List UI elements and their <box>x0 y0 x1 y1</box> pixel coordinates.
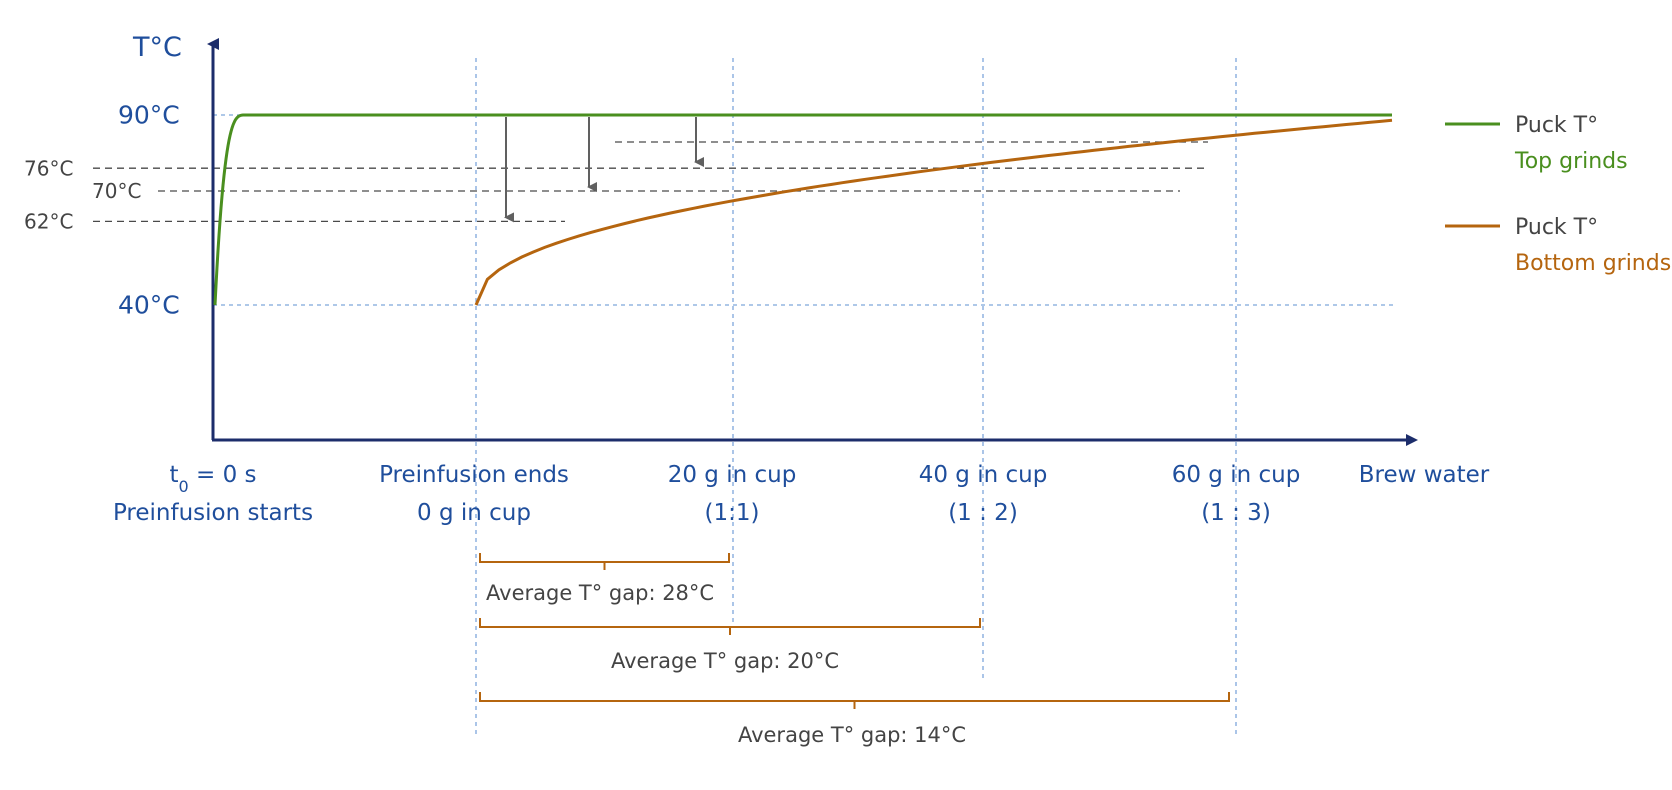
gap-bracket-2 <box>479 692 1230 709</box>
legend-name-0: Puck T° <box>1515 113 1598 138</box>
y-axis-title: T°C <box>132 32 182 63</box>
x-tick-line1-4: 60 g in cup <box>1172 462 1301 488</box>
gap-bracket-0 <box>479 553 730 570</box>
x-tick-line1-0: t0 = 0 s <box>169 462 256 496</box>
series-curves <box>213 113 1393 306</box>
gap-label-0: Average T° gap: 28°C <box>486 581 714 605</box>
x-tick-line2-0: Preinfusion starts <box>113 500 313 526</box>
y-tick-90: 90°C <box>118 100 180 129</box>
horizontal-guide-lines <box>93 114 1395 306</box>
legend-subname-1: Bottom grinds <box>1515 251 1671 276</box>
gap-arrows <box>504 117 704 223</box>
average-gap-brackets: Average T° gap: 28°C Average T° gap: 20°C… <box>479 553 1230 747</box>
series-bottom-grinds <box>474 118 1393 306</box>
x-axis-title: Brew water <box>1359 462 1490 488</box>
y-tick-labels: 90°C 76°C 70°C 62°C 40°C <box>24 100 180 319</box>
gap-bracket-1 <box>479 618 981 635</box>
y-tick-40: 40°C <box>118 290 180 319</box>
x-tick-line2-4: (1 : 3) <box>1201 500 1271 526</box>
y-tick-62: 62°C <box>24 210 73 234</box>
x-tick-line2-1: 0 g in cup <box>417 500 531 526</box>
gap-label-2: Average T° gap: 14°C <box>738 723 966 747</box>
series-top-grinds <box>213 113 1392 306</box>
x-tick-line1-3: 40 g in cup <box>919 462 1048 488</box>
x-tick-labels: t0 = 0 s Preinfusion starts Preinfusion en… <box>113 462 1490 526</box>
gap-label-1: Average T° gap: 20°C <box>611 649 839 673</box>
x-tick-line2-3: (1 : 2) <box>948 500 1018 526</box>
x-tick-line1-1: Preinfusion ends <box>379 462 569 488</box>
y-tick-76: 76°C <box>24 156 73 180</box>
legend-name-1: Puck T° <box>1515 215 1598 240</box>
x-tick-line1-2: 20 g in cup <box>668 462 797 488</box>
legend-subname-0: Top grinds <box>1514 149 1628 174</box>
x-tick-line2-2: (1:1) <box>705 500 760 526</box>
y-tick-70: 70°C <box>92 179 141 203</box>
vertical-guide-lines <box>475 58 1237 735</box>
legend: Puck T° Top grinds Puck T° Bottom grinds <box>1445 113 1671 276</box>
